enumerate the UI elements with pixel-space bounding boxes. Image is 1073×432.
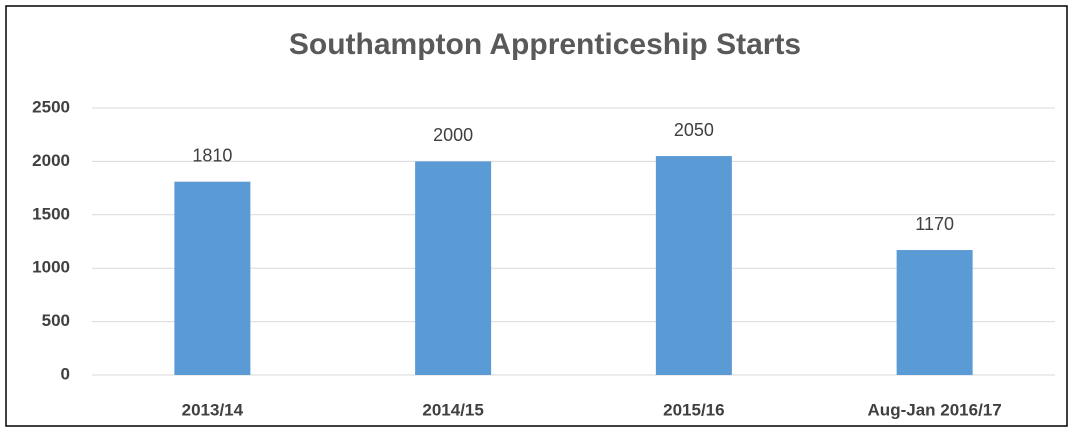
x-tick-label: 2013/14 xyxy=(182,400,244,419)
bar xyxy=(896,250,973,375)
y-tick-label: 500 xyxy=(42,311,70,330)
bar xyxy=(415,161,492,375)
x-tick-label: 2015/16 xyxy=(663,400,724,419)
x-tick-label: 2014/15 xyxy=(422,400,483,419)
y-tick-label: 0 xyxy=(61,364,70,383)
data-label: 2050 xyxy=(674,120,714,140)
data-label: 1810 xyxy=(192,145,232,165)
data-label: 1170 xyxy=(915,214,954,234)
chart-title: Southampton Apprenticeship Starts xyxy=(289,28,801,61)
data-label: 2000 xyxy=(433,125,473,145)
y-tick-label: 1500 xyxy=(32,204,70,223)
y-tick-label: 2000 xyxy=(32,151,70,170)
bar xyxy=(174,181,251,375)
x-tick-label: Aug-Jan 2016/17 xyxy=(868,400,1002,419)
bar xyxy=(655,156,732,375)
y-tick-label: 1000 xyxy=(32,258,70,277)
y-tick-label: 2500 xyxy=(32,97,70,116)
